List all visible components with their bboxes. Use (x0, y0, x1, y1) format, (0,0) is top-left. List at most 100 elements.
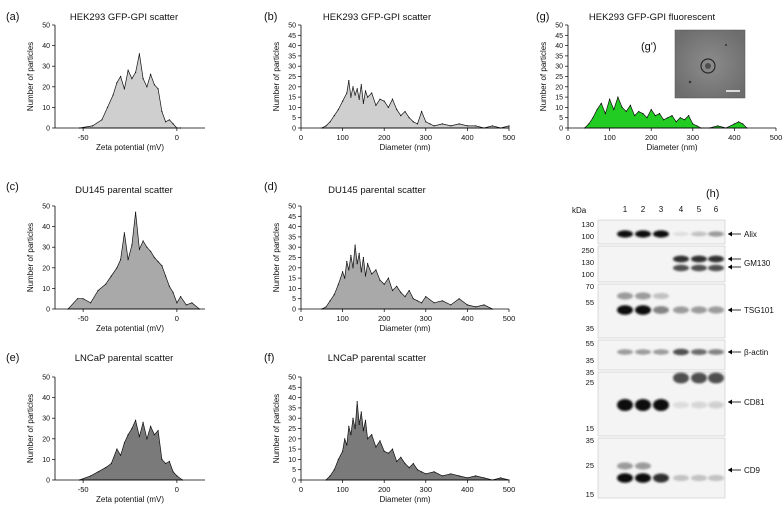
data-point (337, 108, 339, 111)
series-area (321, 245, 493, 310)
data-point (354, 94, 356, 96)
blot-band (635, 462, 651, 470)
y-tick-label: 0 (292, 478, 296, 485)
data-point (400, 115, 402, 117)
blot-band (673, 232, 689, 236)
data-point (329, 300, 331, 302)
em-vesicle (700, 58, 716, 74)
data-point (364, 419, 367, 421)
data-point (588, 123, 590, 125)
blot-band (635, 399, 651, 411)
data-point (342, 100, 344, 102)
data-point (375, 269, 377, 271)
y-axis-label: Number of particles (272, 223, 281, 292)
data-point (358, 98, 360, 100)
data-point (127, 259, 129, 261)
data-point (123, 232, 125, 234)
data-point (696, 125, 698, 127)
data-point (408, 117, 410, 119)
data-point (348, 269, 350, 271)
chart-a: 0 10 20 30 40 50 -50 0 Zeta potential (mV) Number… (26, 23, 205, 152)
data-point (383, 283, 385, 285)
data-point (116, 448, 118, 450)
series-area (325, 401, 510, 481)
x-tick-label: 100 (336, 485, 349, 494)
data-point (333, 294, 335, 296)
y-tick-label: 45 (288, 33, 296, 40)
data-point (337, 458, 339, 460)
data-point (138, 248, 140, 250)
y-tick-label: 20 (42, 84, 50, 91)
x-axis-label: Diameter (nm) (379, 324, 430, 333)
data-point (112, 94, 114, 96)
y-tick-label: 15 (555, 95, 563, 102)
y-tick-label: 50 (42, 23, 50, 30)
data-point (433, 125, 435, 127)
protein-label: TSG101 (744, 306, 774, 315)
blot-band (708, 306, 724, 314)
x-tick-label: 400 (461, 133, 474, 142)
y-tick-label: 50 (288, 375, 296, 382)
data-point (475, 306, 477, 308)
data-point (466, 477, 468, 479)
data-point (416, 300, 419, 302)
data-point (371, 273, 373, 275)
data-point (97, 471, 99, 473)
data-point (76, 298, 79, 300)
mw-marker: 35 (586, 356, 594, 365)
y-tick-label: 5 (292, 467, 296, 474)
y-tick-label: 40 (42, 43, 50, 50)
y-tick-label: 0 (46, 126, 50, 133)
data-point (333, 115, 335, 117)
data-point (123, 88, 125, 90)
kda-label: kDa (572, 206, 587, 215)
data-point (421, 110, 423, 113)
y-tick-label: 10 (42, 286, 50, 293)
data-point (738, 121, 740, 123)
y-tick-label: 40 (288, 395, 296, 402)
data-point (421, 302, 423, 304)
blot-band (617, 399, 633, 411)
data-point (157, 88, 159, 90)
y-tick-label: 10 (555, 105, 563, 112)
data-point (358, 423, 360, 425)
data-point (165, 275, 167, 277)
blot-band (673, 255, 689, 263)
x-tick-label: 300 (420, 314, 433, 323)
data-point (396, 285, 398, 287)
data-point (161, 110, 163, 113)
panel-letter-d: (d) (264, 181, 277, 193)
protein-label: β-actin (744, 348, 768, 357)
data-point (142, 421, 144, 423)
data-point (172, 291, 174, 294)
blot-band (708, 255, 724, 263)
mw-marker: 25 (586, 378, 594, 387)
y-tick-label: 20 (555, 84, 563, 91)
data-point (491, 125, 493, 127)
data-point (642, 113, 644, 115)
y-tick-label: 20 (288, 436, 296, 443)
data-point (356, 401, 358, 403)
y-tick-label: 30 (288, 245, 296, 252)
series-area (79, 419, 184, 481)
x-tick-label: 200 (645, 133, 658, 142)
data-point (483, 304, 485, 306)
data-point (450, 125, 452, 127)
blot-band (691, 231, 707, 237)
y-tick-label: 10 (288, 286, 296, 293)
chart-c: 0 10 20 30 40 50 -50 0 Zeta potential (mV) Number… (26, 204, 205, 333)
x-tick-label: 0 (299, 485, 303, 494)
lane-label: 2 (641, 205, 646, 214)
y-tick-label: 45 (288, 385, 296, 392)
panel-title-e: LNCaP parental scatter (75, 353, 174, 364)
y-tick-label: 25 (288, 74, 296, 81)
blot-band (708, 264, 724, 272)
data-point (692, 123, 694, 125)
blot-band (653, 349, 669, 355)
x-tick-label: 400 (461, 314, 474, 323)
data-point (362, 256, 364, 259)
data-point (379, 279, 381, 281)
data-point (634, 115, 636, 117)
data-point (120, 259, 122, 261)
protein-label: CD81 (744, 398, 765, 407)
